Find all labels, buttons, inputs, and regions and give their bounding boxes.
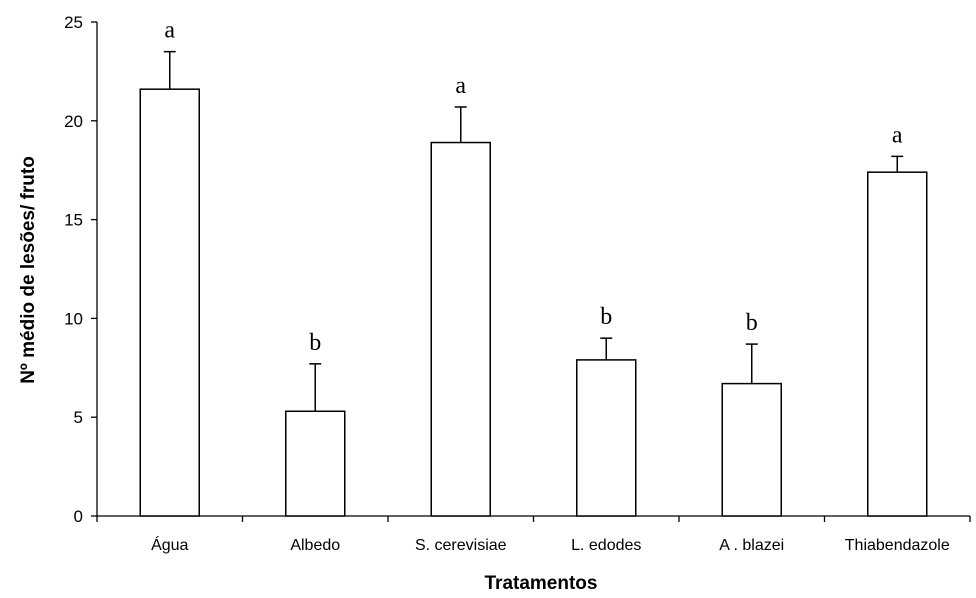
significance-letter: b <box>600 304 612 330</box>
labels: a Água b Albedo a S. cerevisiae b L. edodes b A .… <box>151 18 950 554</box>
y-tick-label: 0 <box>74 507 83 526</box>
category-label: S. cerevisiae <box>415 537 507 554</box>
significance-letter: a <box>455 73 466 99</box>
significance-letter: a <box>164 18 175 44</box>
bar <box>285 410 346 517</box>
category-label: Água <box>151 535 188 554</box>
bars <box>139 50 928 517</box>
y-tick-label: 10 <box>64 309 83 328</box>
y-tick-label: 5 <box>74 408 83 427</box>
axes: 0 5 10 15 20 25 <box>64 13 971 526</box>
significance-letter: b <box>746 310 758 336</box>
y-tick-label: 25 <box>64 13 83 32</box>
x-axis-title: Tratamentos <box>485 573 598 594</box>
category-label: A . blazei <box>719 537 784 554</box>
category-label: L. edodes <box>571 537 641 554</box>
category-label: Albedo <box>290 537 340 554</box>
y-tick-label: 20 <box>64 112 83 131</box>
significance-letter: b <box>309 330 321 356</box>
bar <box>867 171 928 517</box>
significance-letter: a <box>892 122 903 148</box>
bar <box>721 382 782 517</box>
bar <box>430 141 491 517</box>
bar <box>576 359 637 517</box>
category-label: Thiabendazole <box>845 537 950 554</box>
bar <box>139 88 200 517</box>
y-tick-label: 15 <box>64 211 83 230</box>
y-axis-title: Nº médio de lesões/ fruto <box>18 156 39 384</box>
